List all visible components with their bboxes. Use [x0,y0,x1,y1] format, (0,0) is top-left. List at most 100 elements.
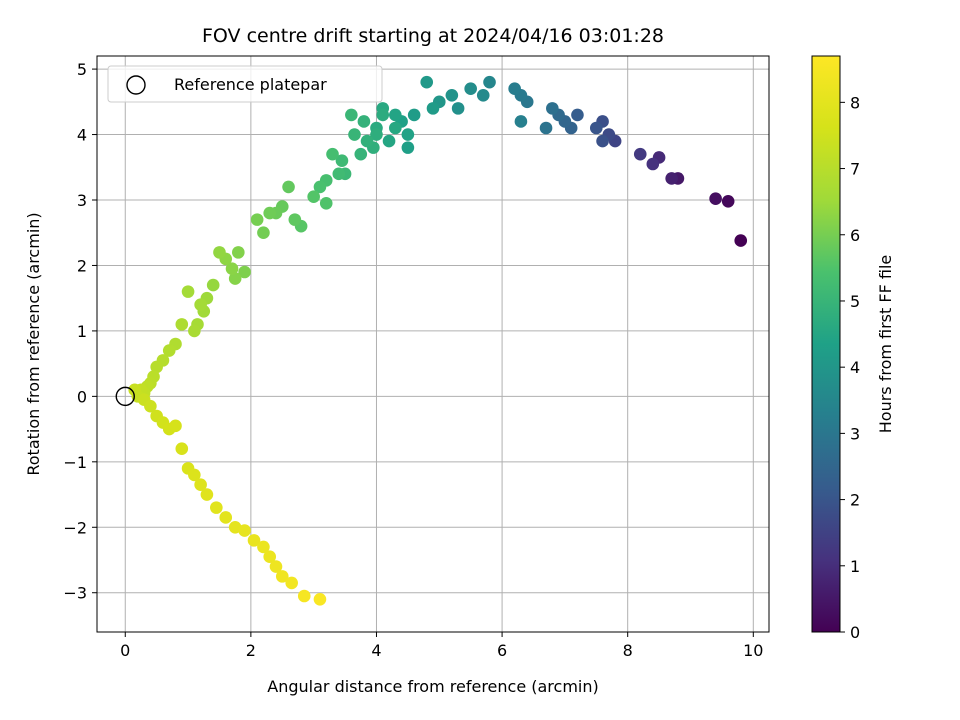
data-point [144,399,157,413]
data-point [285,576,298,590]
grid-lines [97,56,769,632]
y-tick-label: 3 [77,191,87,210]
data-point [288,213,302,226]
data-point [665,172,678,185]
colorbar-tick-label: 1 [850,557,860,576]
data-point [275,570,289,583]
data-point [247,534,261,547]
data-point [420,75,434,89]
data-point [269,560,283,573]
data-point [297,589,311,603]
data-point [175,318,189,331]
data-point [232,246,245,259]
y-tick-label: −3 [63,584,87,603]
data-point [476,88,490,102]
colorbar-label: Hours from first FF file [876,255,895,434]
y-axis-label: Rotation from reference (arcmin) [24,212,43,475]
data-point [633,147,647,161]
data-point [225,262,239,276]
legend-label: Reference platepar [174,75,327,94]
data-point [219,511,233,524]
data-point [389,108,402,122]
data-point [263,550,277,564]
data-point [546,102,559,115]
legend-marker [126,75,146,95]
legend: Reference platepar [107,65,383,103]
data-point [238,524,251,537]
data-point [332,167,346,181]
data-point [389,121,402,135]
data-point [348,128,361,141]
data-point [213,246,226,259]
data-point [376,108,390,122]
data-point [175,442,189,456]
colorbar-tick-label: 6 [850,226,860,245]
data-point [313,180,327,194]
colorbar-tick-label: 8 [850,93,860,112]
y-tick-label: −2 [63,518,87,537]
colorbar-tick-label: 2 [850,491,860,510]
colorbar: 0 1 2 3 4 5 6 7 8 Hours from first FF file [811,55,895,642]
data-point [445,88,459,102]
data-point [162,344,176,357]
x-tick-label: 8 [623,641,633,660]
x-tick-label: 6 [497,641,507,660]
data-point [238,265,251,279]
y-tick-label: 1 [77,322,87,341]
data-point [206,278,220,292]
data-point [401,128,415,141]
data-point [345,108,358,122]
data-point [646,157,660,171]
data-point [128,383,141,397]
data-point [370,128,383,141]
y-tick-label: −1 [63,453,87,472]
data-point [451,102,465,115]
colorbar-tick-label: 3 [850,424,860,443]
data-point [188,468,201,482]
data-point [313,592,327,606]
data-point [307,190,320,204]
data-point [596,134,609,148]
data-point [210,501,223,514]
data-point [514,115,528,128]
data-point [709,192,722,205]
data-point [150,360,163,374]
data-point [721,195,735,208]
x-tick-label: 10 [743,641,763,660]
data-point [539,121,553,135]
data-point [188,324,201,338]
data-point [181,285,195,298]
data-point [282,180,295,194]
colorbar-tick-label: 5 [850,292,860,311]
x-tick-label: 2 [246,641,256,660]
data-point [382,134,396,148]
data-point [319,196,333,210]
data-point [483,75,496,89]
colorbar-tick-label: 7 [850,160,860,179]
data-point [508,82,521,96]
data-point [200,488,214,501]
x-axis-label: Angular distance from reference (arcmin) [267,677,598,696]
data-point [326,147,339,161]
data-point [407,108,421,122]
colorbar-ticks: 0 1 2 3 4 5 6 7 8 [840,93,860,642]
x-axis-ticks: 0 2 4 6 8 10 [120,632,763,660]
data-point [464,82,477,96]
data-point [571,108,584,122]
y-tick-label: 5 [77,60,87,79]
data-point [263,206,277,220]
colorbar-tick-label: 0 [850,623,860,642]
data-point [360,134,374,148]
data-point [257,226,270,240]
data-point [401,141,415,154]
data-point [357,115,371,128]
data-point [426,102,440,115]
data-points [128,75,748,606]
data-point [250,213,264,226]
colorbar-gradient [811,55,841,633]
data-point [228,272,242,285]
chart-title: FOV centre drift starting at 2024/04/16 … [202,25,664,47]
data-point [169,419,182,433]
data-point [194,298,207,312]
